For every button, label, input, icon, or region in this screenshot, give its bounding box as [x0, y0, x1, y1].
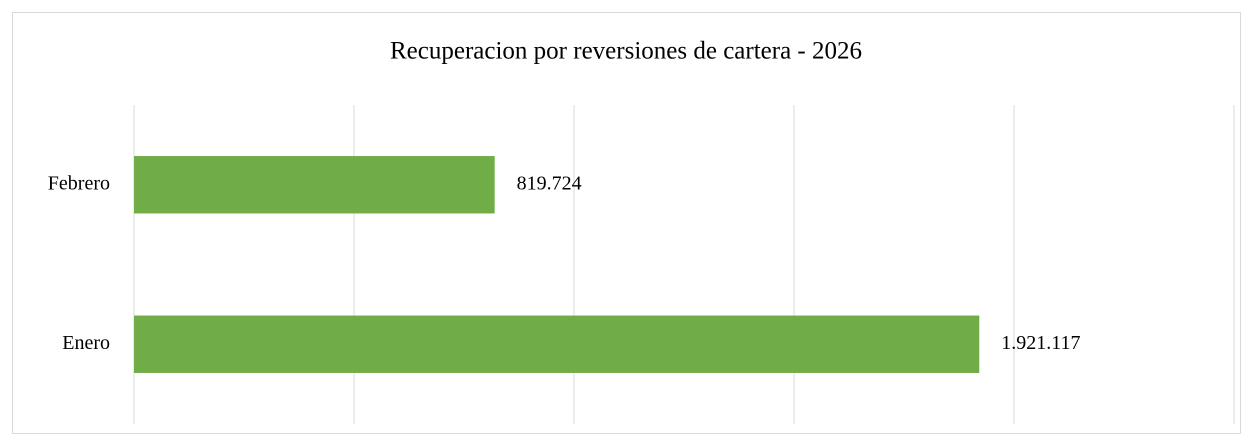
data-label: 819.724 — [517, 172, 582, 194]
bar — [134, 315, 980, 373]
bar — [134, 156, 495, 214]
data-label: 1.921.117 — [1001, 332, 1080, 354]
y-tick-label: Febrero — [48, 172, 110, 194]
chart-title: Recuperacion por reversiones de cartera … — [390, 38, 862, 65]
y-tick-label: Enero — [62, 332, 110, 354]
